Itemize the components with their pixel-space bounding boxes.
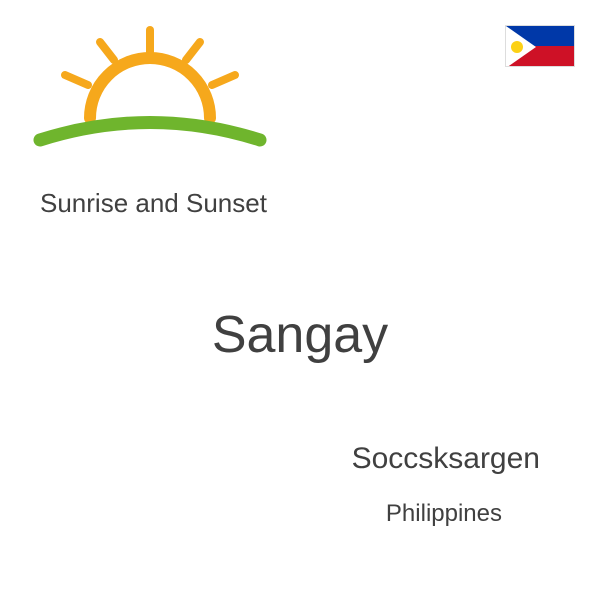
place-name: Sangay: [0, 305, 600, 365]
region-name: Soccsksargen: [352, 442, 540, 476]
country-name: Philippines: [386, 500, 502, 528]
sunrise-logo: [30, 20, 270, 170]
card-container: Sunrise and Sunset Sangay Soccsksargen P…: [0, 0, 600, 600]
philippines-flag-icon: [505, 25, 575, 67]
site-title: Sunrise and Sunset: [40, 188, 267, 219]
